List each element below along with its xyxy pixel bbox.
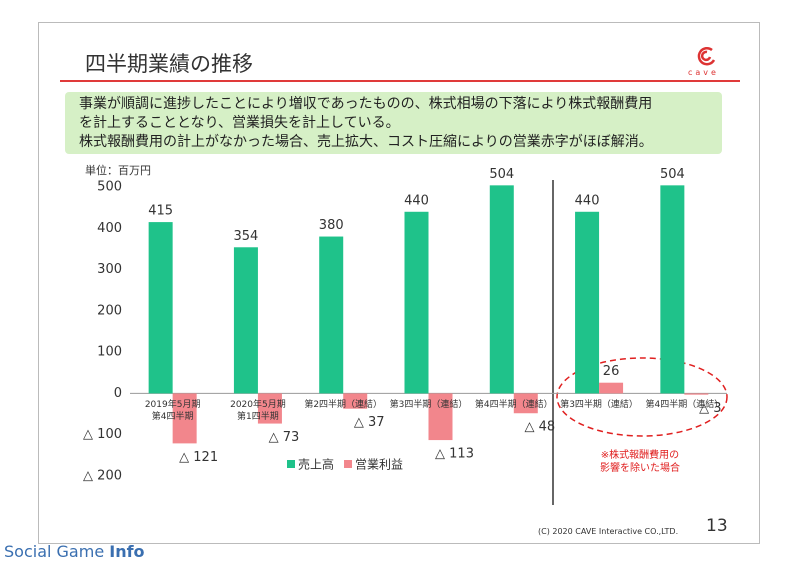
slide-frame — [38, 22, 760, 544]
x-tick-label: 2020年5月期 第1四半期 — [230, 400, 286, 422]
bar — [404, 211, 429, 394]
message-line: 株式報酬費用の計上がなかった場合、売上拡大、コスト圧縮によりの営業赤字がほぼ解消… — [79, 134, 653, 150]
watermark-text: Social Game — [4, 542, 110, 561]
bar — [513, 393, 538, 414]
watermark-bold: Info — [109, 542, 145, 561]
y-tick-label: △ 200 — [83, 469, 122, 484]
annotation: ※株式報酬費用の 影響を除いた場合 — [590, 449, 690, 475]
x-tick-label: 2019年5月期 第4四半期 — [144, 400, 201, 422]
value-label: △ 113 — [435, 447, 474, 462]
copyright: (C) 2020 CAVE Interactive CO.,LTD. — [538, 527, 679, 536]
value-label: △ 3 — [699, 401, 721, 416]
x-tick-label: 第3四半期（連結） — [560, 400, 638, 410]
value-label: △ 37 — [354, 415, 385, 430]
watermark: Social Game Info — [4, 542, 145, 561]
bar — [428, 393, 453, 441]
x-tick-label: 第4四半期（連結） — [645, 400, 724, 410]
y-tick-label: 300 — [97, 262, 122, 277]
legend-swatch — [344, 460, 353, 468]
unit-label: 単位：百万円 — [85, 164, 151, 177]
bar — [172, 393, 197, 444]
y-tick-label: 200 — [97, 303, 122, 318]
y-tick-label: 100 — [97, 345, 122, 360]
value-label: 440 — [575, 193, 600, 208]
logo-text: cave — [688, 68, 719, 77]
bar — [319, 236, 344, 394]
bar — [343, 393, 368, 409]
legend-label: 売上高 — [298, 457, 334, 472]
y-tick-label: △ 100 — [83, 427, 122, 442]
y-tick-label: 500 — [97, 180, 122, 195]
title-underline — [60, 80, 740, 82]
bar — [233, 247, 258, 394]
bar — [684, 393, 709, 395]
annotation-line: 影響を除いた場合 — [600, 463, 680, 474]
message-line: 事業が順調に進捗したことにより増収であったものの、株式相場の下落により株式報酬費… — [79, 96, 653, 112]
value-label: 415 — [148, 204, 173, 219]
value-label: 380 — [319, 218, 344, 233]
legend-label: 営業利益 — [355, 458, 403, 472]
value-label: 26 — [603, 364, 620, 379]
bar — [575, 211, 600, 394]
value-label: △ 73 — [269, 430, 300, 445]
y-tick-label: 400 — [97, 221, 122, 236]
logo-swirl — [697, 47, 716, 66]
logo — [697, 47, 716, 66]
value-label: 440 — [404, 193, 429, 208]
annotation-line: ※株式報酬費用の — [600, 450, 680, 461]
value-label: 504 — [660, 167, 685, 182]
bar — [489, 185, 514, 394]
value-label: 354 — [234, 229, 259, 244]
legend-swatch — [287, 460, 295, 468]
y-tick-label: 0 — [114, 386, 122, 401]
bar — [660, 185, 685, 394]
x-tick-label: 第4四半期（連結） — [474, 400, 553, 410]
message-box: 事業が順調に進捗したことにより増収であったものの、株式相場の下落により株式報酬費… — [65, 92, 722, 154]
bar — [599, 382, 624, 394]
value-label: 504 — [489, 167, 514, 182]
page-number: 13 — [706, 516, 728, 536]
message-line: を計上することとなり、営業損失を計上している。 — [79, 115, 400, 131]
logo-swirl — [700, 50, 712, 62]
bar — [257, 393, 282, 424]
x-tick-label: 第2四半期（連結） — [304, 400, 383, 410]
value-label: △ 48 — [524, 420, 555, 435]
x-tick-label: 第3四半期（連結） — [389, 400, 468, 410]
bar — [148, 222, 173, 394]
value-label: △ 121 — [179, 450, 218, 465]
slide-title: 四半期業績の推移 — [85, 52, 253, 76]
highlight-ellipse — [556, 357, 728, 437]
